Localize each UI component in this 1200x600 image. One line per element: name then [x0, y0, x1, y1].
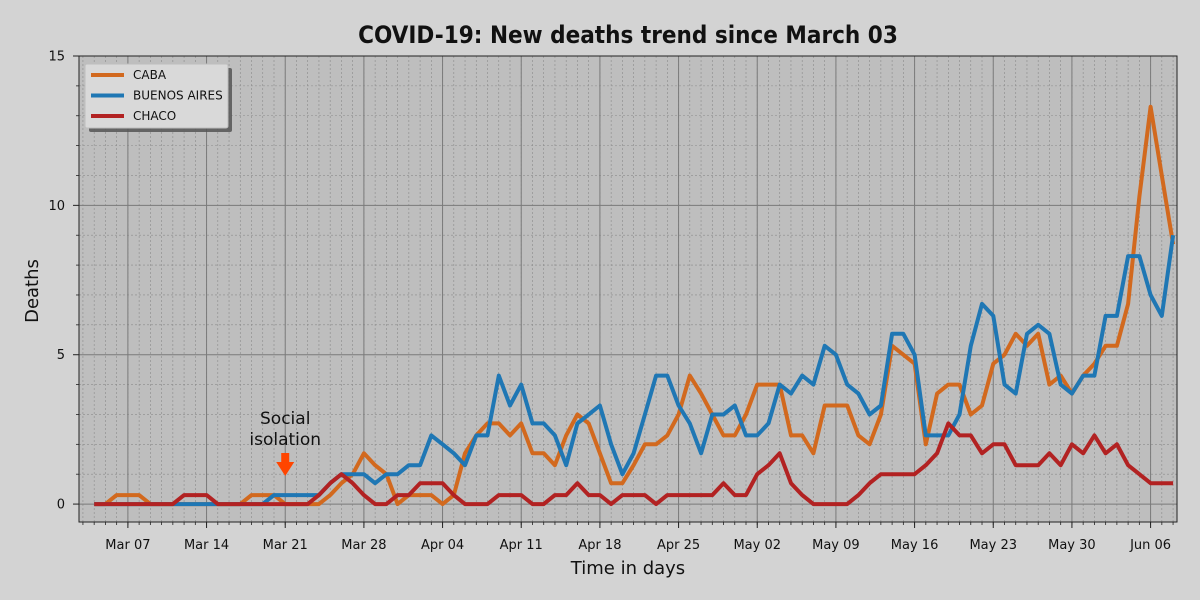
x-tick-label: Jun 06 — [1129, 538, 1171, 553]
series-line-buenos-aires — [94, 234, 1176, 507]
x-tick-label: May 30 — [1048, 538, 1096, 553]
x-tick-label: Mar 28 — [341, 538, 386, 553]
y-axis: 0 5 10 15 — [48, 50, 79, 513]
legend-box — [84, 63, 229, 129]
x-tick-label: May 02 — [733, 538, 781, 553]
x-tick-label: Apr 18 — [578, 538, 621, 553]
x-tick-label: May 09 — [812, 538, 860, 553]
x-tick-label: May 16 — [891, 538, 939, 553]
x-tick-label: Mar 21 — [263, 538, 308, 553]
x-tick-label: Apr 11 — [500, 538, 543, 553]
x-tick-label: Mar 14 — [184, 538, 229, 553]
x-axis-label: Time in days — [570, 558, 685, 579]
y-tick-label: 10 — [48, 199, 65, 214]
series-layer — [94, 104, 1176, 507]
x-tick-label: May 23 — [969, 538, 1017, 553]
series-line-chaco — [94, 421, 1174, 507]
annotation-text: Social — [260, 409, 310, 429]
annotation-text: isolation — [249, 430, 321, 450]
legend-label: CABA — [133, 68, 167, 82]
plot-area — [78, 55, 1178, 523]
legend-label: CHACO — [133, 109, 176, 123]
y-tick-label: 0 — [57, 498, 65, 513]
annotation-arrow-shaft — [281, 453, 290, 462]
x-tick-label: Apr 04 — [421, 538, 464, 553]
chart-title: COVID-19: New deaths trend since March 0… — [358, 21, 898, 49]
x-axis: Mar 07 Mar 14 Mar 21 Mar 28 Apr 04 Apr 11 Apr … — [82, 522, 1174, 553]
annotation-arrow-head — [276, 462, 295, 476]
y-axis-label: Deaths — [22, 259, 43, 323]
y-tick-label: 15 — [48, 50, 65, 65]
legend: CABA BUENOS AIRES CHACO — [84, 63, 232, 132]
x-tick-label: Apr 25 — [657, 538, 700, 553]
y-tick-label: 5 — [57, 348, 65, 363]
plot-frame — [78, 55, 1178, 523]
legend-label: BUENOS AIRES — [133, 89, 223, 103]
x-tick-label: Mar 07 — [105, 538, 150, 553]
plot-background — [79, 56, 1177, 522]
